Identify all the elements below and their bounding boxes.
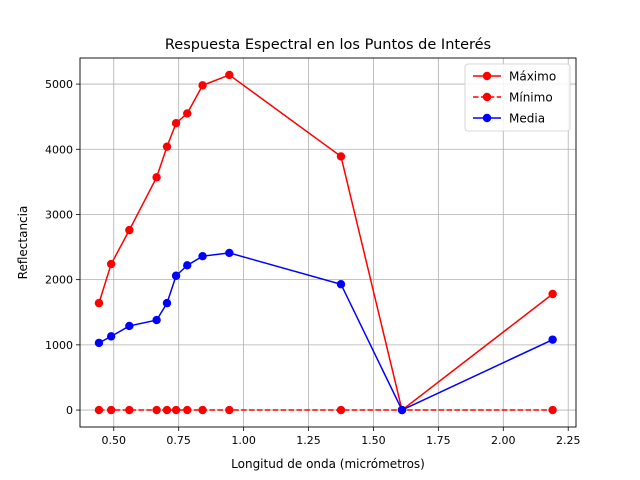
series-0-point [171, 118, 181, 128]
series-0-point [162, 142, 172, 151]
series-1-point [198, 405, 207, 415]
series-1-point [162, 405, 172, 415]
x-tick-label: 1.75 [426, 434, 451, 447]
series-1-point [183, 405, 192, 415]
x-tick-label: 0.50 [102, 434, 127, 447]
legend-label: Mínimo [509, 91, 553, 105]
series-2-point [548, 335, 557, 344]
series-2-point [171, 271, 181, 280]
series-2-point [225, 248, 234, 258]
series-2-point [183, 261, 192, 270]
y-axis: 0 1000 2000 3000 4000 5000 [45, 78, 80, 417]
series-2-point [152, 315, 161, 325]
y-tick-label: 3000 [45, 208, 73, 221]
y-tick-label: 1000 [45, 339, 73, 352]
series-0-point [336, 152, 346, 161]
y-tick-label: 5000 [45, 78, 73, 91]
series-2-point [336, 280, 346, 289]
series-0-point [548, 289, 557, 299]
x-tick-label: 1.25 [296, 434, 321, 447]
series-1-point [225, 405, 234, 415]
y-tick-label: 4000 [45, 143, 73, 156]
series-2-point [94, 338, 104, 348]
x-tick-label: 1.00 [231, 434, 256, 447]
plot-frame [79, 57, 577, 428]
series-0-point [198, 81, 207, 90]
series-0-point [152, 173, 161, 182]
series-0-point [125, 225, 134, 235]
legend-label: Media [509, 112, 545, 126]
x-tick-label: 1.50 [361, 434, 386, 447]
plot-area [94, 70, 557, 415]
series-0-point [94, 298, 104, 308]
series-1-point [94, 405, 104, 415]
legend-box [464, 63, 571, 132]
y-axis-label: Reflectancia [16, 206, 30, 280]
legend-swatch-marker [482, 71, 492, 81]
y-tick-label: 0 [66, 404, 73, 417]
series-2-point [397, 405, 407, 415]
series-1-point [171, 405, 181, 415]
x-tick-label: 2.25 [556, 434, 581, 447]
series-1-point [336, 405, 346, 415]
x-axis: 0.50 0.75 1.00 1.25 1.50 1.75 2.00 2.25 [102, 427, 581, 447]
series-1-point [125, 405, 134, 415]
series-0-point [225, 70, 234, 80]
series-2-point [198, 251, 207, 261]
legend: Máximo Mínimo Media [464, 63, 571, 132]
chart-title: Respuesta Espectral en los Puntos de Int… [165, 37, 491, 53]
series-1-point [152, 405, 161, 415]
x-tick-label: 0.75 [166, 434, 191, 447]
legend-label: Máximo [509, 70, 556, 84]
legend-swatch-marker [482, 113, 492, 123]
series-1-point [548, 405, 557, 415]
series-2-point [125, 321, 134, 331]
series-2-point [106, 332, 116, 341]
y-tick-label: 2000 [45, 274, 73, 287]
x-tick-label: 2.00 [491, 434, 516, 447]
series-line-0 [98, 74, 554, 412]
x-axis-label: Longitud de onda (micrómetros) [231, 457, 425, 471]
series-0-point [183, 109, 192, 118]
series-1-point [106, 405, 116, 415]
legend-swatch-marker [482, 92, 492, 102]
series-0-point [106, 259, 116, 269]
series-line-2 [98, 252, 553, 412]
series-2-point [162, 298, 172, 308]
